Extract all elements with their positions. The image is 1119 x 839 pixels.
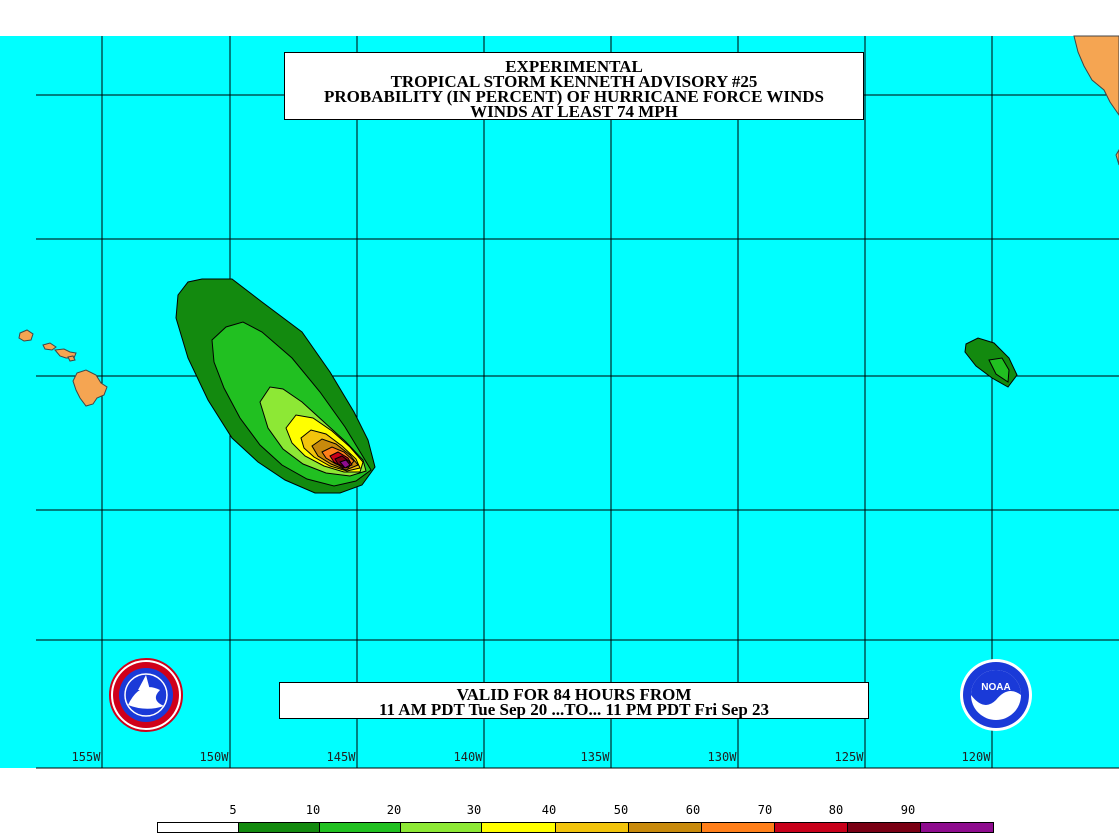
title-box: EXPERIMENTAL TROPICAL STORM KENNETH ADVI…: [284, 52, 864, 120]
legend-swatch-5: [555, 823, 628, 832]
lon-label-140w: 140W: [453, 750, 483, 764]
title-line-winds: WINDS AT LEAST 74 MPH: [470, 102, 678, 121]
north-america-coast: [1073, 35, 1119, 166]
legend-label-60: 60: [685, 803, 701, 817]
noaa-logo-text: NOAA: [981, 682, 1010, 693]
contour-90: [339, 459, 351, 469]
legend-label-90: 90: [900, 803, 916, 817]
legend-swatch-6: [628, 823, 701, 832]
eastern-swath: [964, 337, 1018, 388]
title-line-storm: TROPICAL STORM KENNETH ADVISORY #25: [390, 72, 758, 91]
legend-swatch-4: [481, 823, 555, 832]
legend-label-5: 5: [229, 803, 237, 817]
valid-line-hours: VALID FOR 84 HOURS FROM: [456, 685, 692, 704]
title-line-probability: PROBABILITY (IN PERCENT) OF HURRICANE FO…: [324, 87, 824, 106]
nws-logo: [109, 658, 183, 732]
lon-label-150w: 150W: [199, 750, 229, 764]
lon-label-135w: 135W: [580, 750, 610, 764]
legend-label-20: 20: [386, 803, 402, 817]
legend-swatch-0: [158, 823, 238, 832]
legend-swatch-2: [319, 823, 400, 832]
legend-label-70: 70: [757, 803, 773, 817]
legend-swatch-10: [920, 823, 993, 832]
lon-label-155w: 155W: [71, 750, 101, 764]
hawaii-islands: [18, 329, 108, 407]
title-line-experimental: EXPERIMENTAL: [505, 57, 643, 76]
legend-label-10: 10: [305, 803, 321, 817]
ocean-area: [0, 36, 1119, 768]
lon-label-125w: 125W: [834, 750, 864, 764]
valid-line-range: 11 AM PDT Tue Sep 20 ...TO... 11 PM PDT …: [378, 700, 770, 719]
legend-swatch-1: [238, 823, 319, 832]
legend-label-50: 50: [613, 803, 629, 817]
legend-color-bar: [157, 822, 994, 833]
legend-label-30: 30: [466, 803, 482, 817]
lon-label-130w: 130W: [707, 750, 737, 764]
probability-swath: [175, 278, 376, 494]
valid-time-box: VALID FOR 84 HOURS FROM 11 AM PDT Tue Se…: [279, 682, 869, 719]
lon-label-145w: 145W: [326, 750, 356, 764]
lon-label-120w: 120W: [961, 750, 991, 764]
legend-swatch-7: [701, 823, 774, 832]
legend-label-80: 80: [828, 803, 844, 817]
noaa-logo: NOAA: [960, 659, 1032, 731]
legend-swatch-9: [847, 823, 920, 832]
legend-swatch-3: [400, 823, 481, 832]
legend-label-40: 40: [541, 803, 557, 817]
legend-swatch-8: [774, 823, 847, 832]
